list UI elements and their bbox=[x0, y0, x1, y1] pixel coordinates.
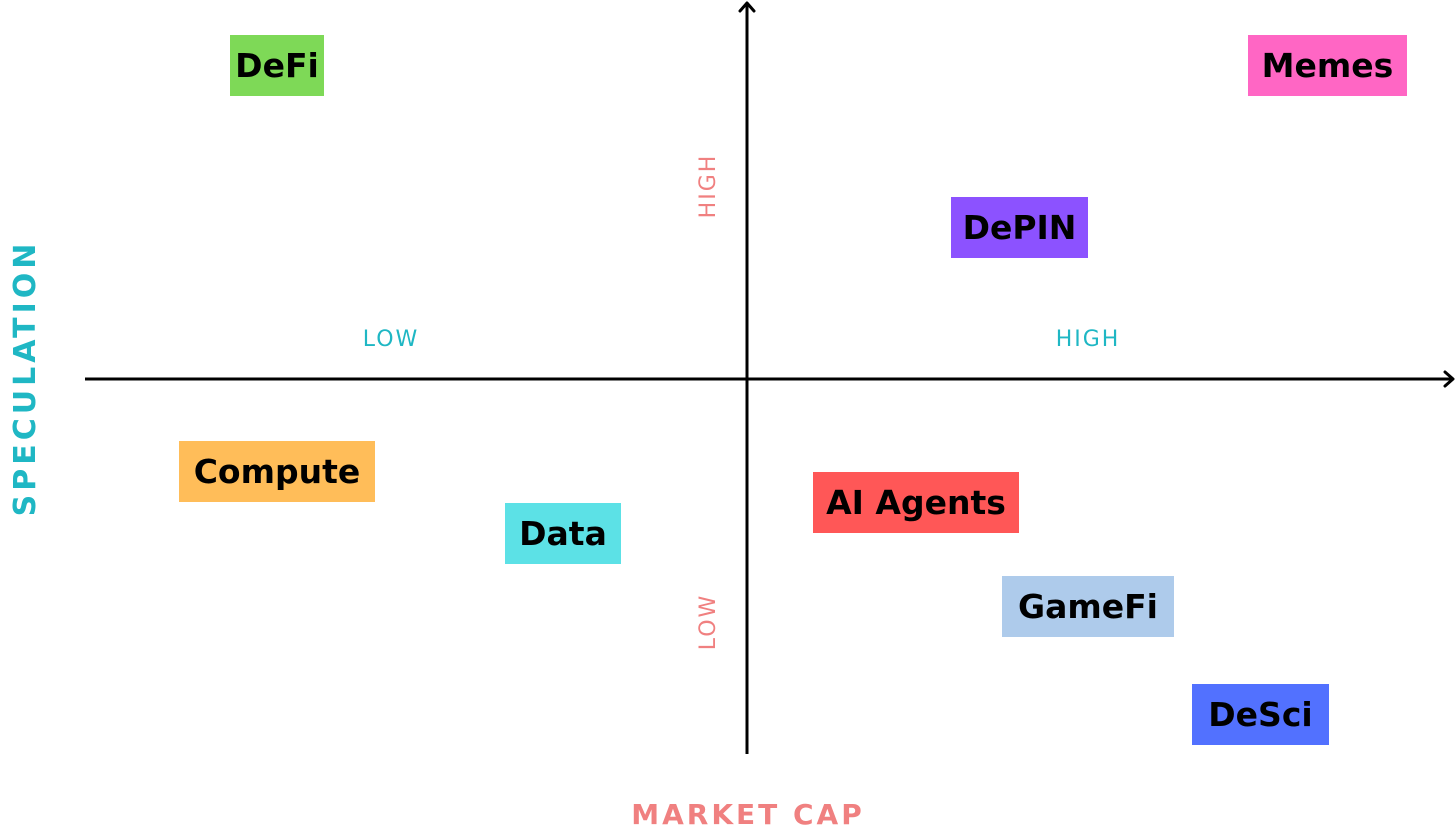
sector-desci: DeSci bbox=[1192, 684, 1329, 745]
sector-data: Data bbox=[505, 503, 621, 564]
sector-ai-agents: AI Agents bbox=[813, 472, 1019, 533]
y-axis-low-label: LOW bbox=[696, 593, 721, 651]
sector-compute: Compute bbox=[179, 441, 375, 502]
y-axis-high-label: HIGH bbox=[696, 153, 721, 219]
x-axis-low-label: LOW bbox=[362, 327, 420, 352]
horizontal-axis-arrow bbox=[1443, 370, 1455, 388]
sector-defi: DeFi bbox=[230, 35, 324, 96]
sector-gamefi: GameFi bbox=[1002, 576, 1174, 637]
x-axis-high-label: HIGH bbox=[1055, 327, 1121, 352]
vertical-axis-arrow bbox=[738, 1, 756, 13]
sector-depin: DePIN bbox=[951, 197, 1088, 258]
market-cap-axis-title: MARKET CAP bbox=[631, 798, 865, 831]
sector-memes: Memes bbox=[1248, 35, 1407, 96]
speculation-axis-title: SPECULATION bbox=[8, 239, 43, 517]
